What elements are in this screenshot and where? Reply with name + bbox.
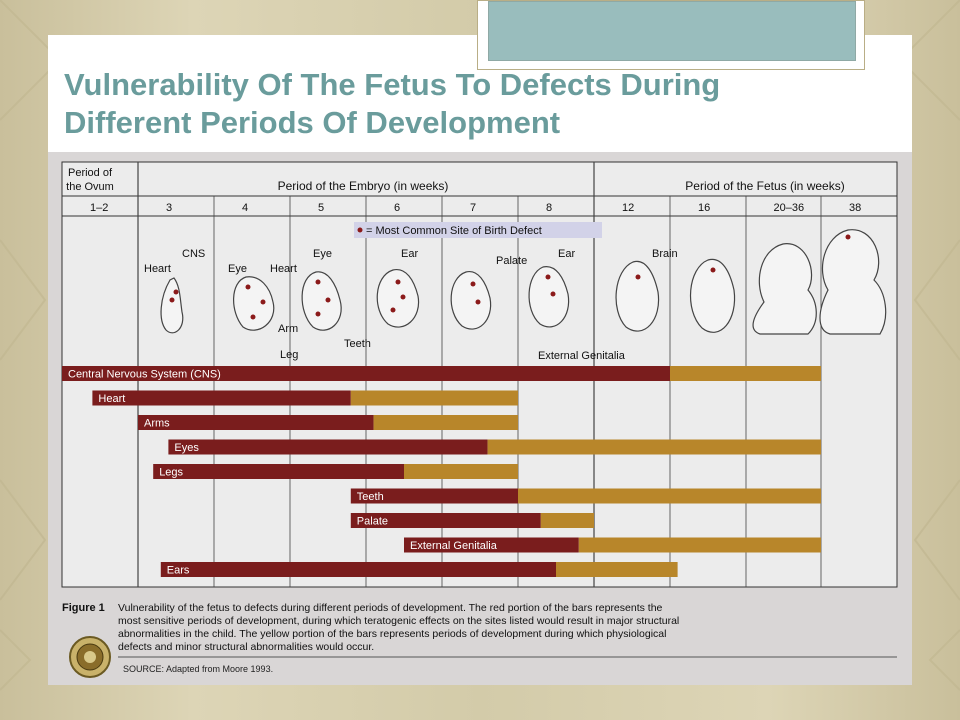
vulnerability-bars: Central Nervous System (CNS) Heart Arms Eye… [62,366,821,577]
week-label: 4 [242,202,248,214]
label-eye-week-5: Eye [313,248,332,260]
bar-major-segment [404,537,579,553]
ovum-header-line-1: Period of [68,167,113,179]
university-seal-icon [69,636,111,678]
bar-label: Arms [144,418,170,430]
title-accent-box [477,0,865,70]
label-heart-week-4: Heart [270,263,297,275]
bar-major-segment [138,415,374,430]
embryo-week-5 [301,271,342,331]
illustration-labels: Heart CNS Eye Heart Arm Leg Eye Ear Teet… [144,248,678,362]
label-heart-week-3: Heart [144,263,171,275]
label-ear-week-6: Ear [401,248,418,260]
caption-source: SOURCE: Adapted from Moore 1993. [123,664,273,674]
figure-image: Period of the Ovum Period of the Embryo … [48,152,912,685]
defect-site-dots [169,234,851,320]
bar-label: External Genitalia [410,540,498,552]
week-labels: 1–2 3 4 5 6 7 8 12 16 20–36 38 [90,202,861,214]
bar-minor-segment [540,513,594,528]
fetus-header: Period of the Fetus (in weeks) [685,179,844,193]
slide-title: Vulnerability Of The Fetus To Defects Du… [64,66,824,142]
week-label: 8 [546,202,552,214]
caption-line-1: Vulnerability of the fetus to defects du… [118,602,663,614]
bar-major-segment [92,390,351,406]
label-ear-week-8: Ear [558,248,575,260]
bar-label: Legs [159,467,183,479]
legend-box [354,222,602,238]
figure-svg: Period of the Ovum Period of the Embryo … [61,161,898,678]
caption-line-4: defects and minor structural abnormaliti… [118,641,374,653]
bar-label: Palate [357,516,388,528]
title-accent-fill [488,1,856,61]
embryo-header: Period of the Embryo (in weeks) [278,179,449,193]
bar-minor-segment [373,415,518,430]
legend-text: = Most Common Site of Birth Defect [366,225,542,237]
label-external-genitalia: External Genitalia [538,350,626,362]
development-illustrations [160,229,887,335]
caption-line-3: abnormalities in the child. The yellow p… [118,628,666,640]
label-arm: Arm [278,323,298,335]
figure-caption: Figure 1 Vulnerability of the fetus to d… [62,602,897,674]
bar-label: Eyes [174,442,199,454]
bar-minor-segment [350,390,518,406]
label-palate: Palate [496,255,527,267]
week-label: 6 [394,202,400,214]
embryo-week-6 [376,269,420,328]
week-label: 38 [849,202,861,214]
fetus-week-12 [615,260,660,332]
bar-minor-segment [556,562,678,577]
bar-minor-segment [670,366,821,381]
week-label: 3 [166,202,172,214]
bar-major-segment [62,366,670,381]
bar-label: Ears [167,565,190,577]
bar-minor-segment [404,464,518,479]
bar-label: Teeth [357,491,384,503]
bar-minor-segment [518,488,821,504]
label-teeth: Teeth [344,338,371,350]
slide-title-line-2: Different Periods Of Development [64,105,561,140]
bar-label: Central Nervous System (CNS) [68,369,221,381]
legend-dot [357,227,363,233]
bar-major-segment [350,488,518,504]
fetus-week-16 [689,258,736,333]
week-label: 7 [470,202,476,214]
week-label: 1–2 [90,202,108,214]
week-label: 12 [622,202,634,214]
embryo-week-4 [233,276,275,331]
embryo-week-8 [528,266,570,328]
label-brain: Brain [652,248,678,260]
bar-label: Heart [98,393,125,405]
label-cns: CNS [182,248,205,260]
week-label: 5 [318,202,324,214]
label-eye-week-4: Eye [228,263,247,275]
label-leg: Leg [280,349,298,361]
embryo-week-7 [450,271,492,330]
bar-major-segment [153,464,404,479]
caption-figure-label: Figure 1 [62,602,105,614]
slide-title-line-1: Vulnerability Of The Fetus To Defects Du… [64,67,721,102]
bar-minor-segment [487,439,821,455]
ovum-header-line-2: the Ovum [66,181,114,193]
bar-major-segment [160,562,557,577]
bar-major-segment [168,439,488,455]
week-label: 16 [698,202,710,214]
week-label: 20–36 [774,202,805,214]
bar-minor-segment [578,537,821,553]
caption-line-2: most sensitive periods of development, d… [118,615,679,627]
bar-major-segment [350,513,541,528]
fetus-week-20-36 [752,243,817,335]
fetus-week-38 [819,229,887,335]
